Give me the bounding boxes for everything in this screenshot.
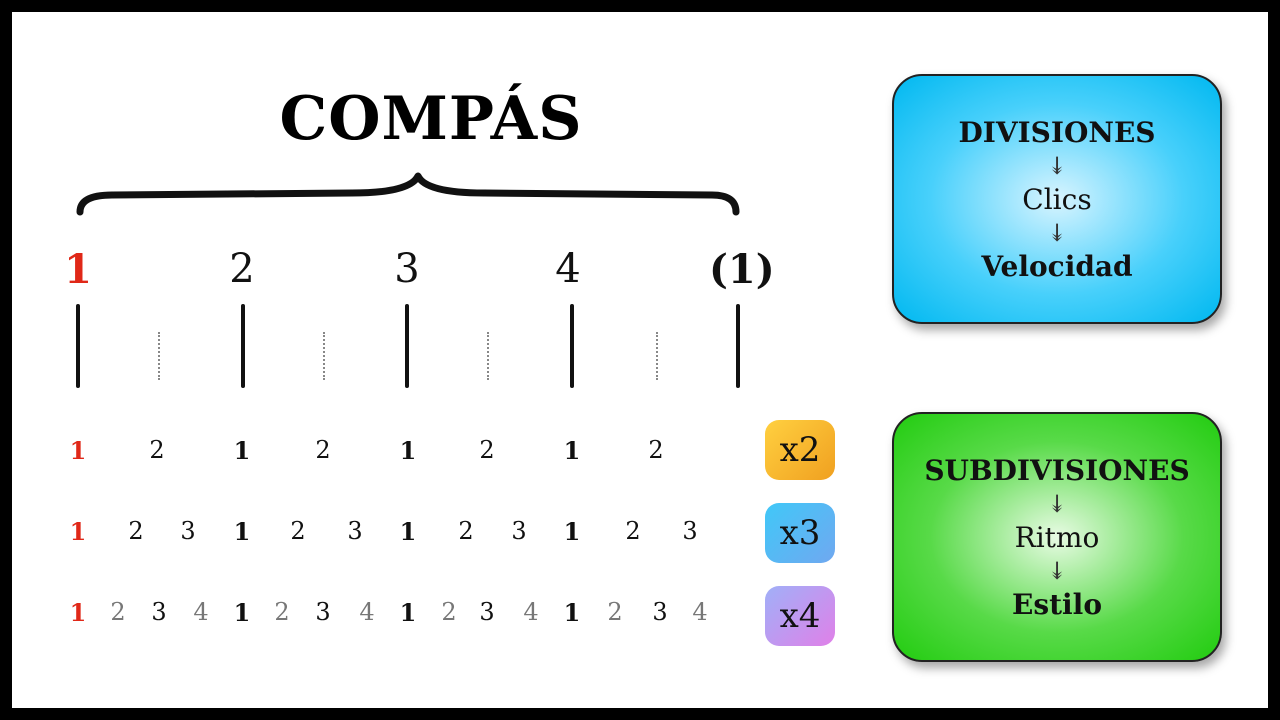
badge-x2: x2 bbox=[765, 420, 835, 480]
subdivision-x4-count: 1 bbox=[399, 598, 417, 627]
subdivisions-footer: Estilo bbox=[1012, 587, 1102, 621]
subdivision-x4-count: 3 bbox=[151, 598, 167, 626]
beat-line bbox=[405, 304, 409, 388]
subdivision-x4-count: 2 bbox=[441, 598, 457, 626]
subdivision-x3-count: 3 bbox=[682, 517, 698, 545]
subdivision-x4-count: 4 bbox=[523, 598, 539, 626]
divisions-heading: DIVISIONES bbox=[958, 115, 1156, 149]
subdivision-x4-count: 1 bbox=[233, 598, 251, 627]
subdivision-x4-count: 2 bbox=[110, 598, 126, 626]
down-arrow-icon: ↡ bbox=[1046, 218, 1068, 247]
subdivision-x2-count: 2 bbox=[479, 436, 495, 464]
beat-label-1: 1 bbox=[64, 246, 92, 293]
measure-brace bbox=[76, 172, 740, 216]
subdivision-x2-count: 2 bbox=[648, 436, 664, 464]
beat-label-4: 4 bbox=[555, 246, 581, 292]
subdivisions-middle: Ritmo bbox=[1014, 520, 1100, 554]
beat-label-2: 2 bbox=[229, 246, 255, 292]
subdivision-x3-count: 3 bbox=[347, 517, 363, 545]
beat-line bbox=[736, 304, 740, 388]
subdivision-x2-count: 1 bbox=[563, 436, 581, 465]
subdivision-x4-count: 3 bbox=[479, 598, 495, 626]
subdivision-x4-count: 4 bbox=[193, 598, 209, 626]
half-beat-dotted-line bbox=[323, 332, 325, 380]
subdivision-x3-count: 2 bbox=[128, 517, 144, 545]
diagram-canvas: COMPÁS 1 2 3 4 (1) 1 2 1 2 1 2 1 2 1 2 3… bbox=[12, 12, 1268, 708]
badge-x3: x3 bbox=[765, 503, 835, 563]
subdivision-x2-count: 1 bbox=[233, 436, 251, 465]
subdivision-x2-count: 2 bbox=[149, 436, 165, 464]
subdivision-x2-count: 1 bbox=[399, 436, 417, 465]
subdivision-x4-count: 2 bbox=[274, 598, 290, 626]
half-beat-dotted-line bbox=[656, 332, 658, 380]
divisions-middle: Clics bbox=[1022, 182, 1092, 216]
beat-label-3: 3 bbox=[394, 246, 420, 292]
subdivision-x4-count: 4 bbox=[692, 598, 708, 626]
subdivision-x4-count: 4 bbox=[359, 598, 375, 626]
subdivision-x4-count: 3 bbox=[315, 598, 331, 626]
subdivision-x3-count: 1 bbox=[69, 517, 87, 546]
beat-line bbox=[76, 304, 80, 388]
half-beat-dotted-line bbox=[158, 332, 160, 380]
subdivision-x2-count: 2 bbox=[315, 436, 331, 464]
subdivision-x3-count: 1 bbox=[563, 517, 581, 546]
down-arrow-icon: ↡ bbox=[1046, 489, 1068, 518]
subdivision-x4-count: 1 bbox=[563, 598, 581, 627]
subdivision-x3-count: 2 bbox=[458, 517, 474, 545]
divisions-footer: Velocidad bbox=[981, 249, 1133, 283]
page-title: COMPÁS bbox=[279, 84, 583, 154]
subdivisions-box: SUBDIVISIONES ↡ Ritmo ↡ Estilo bbox=[892, 412, 1222, 662]
down-arrow-icon: ↡ bbox=[1046, 151, 1068, 180]
subdivision-x3-count: 3 bbox=[511, 517, 527, 545]
down-arrow-icon: ↡ bbox=[1046, 556, 1068, 585]
subdivision-x3-count: 2 bbox=[625, 517, 641, 545]
subdivision-x4-count: 2 bbox=[607, 598, 623, 626]
subdivision-x4-count: 1 bbox=[69, 598, 87, 627]
badge-x4: x4 bbox=[765, 586, 835, 646]
half-beat-dotted-line bbox=[487, 332, 489, 380]
subdivision-x3-count: 2 bbox=[290, 517, 306, 545]
subdivision-x4-count: 3 bbox=[652, 598, 668, 626]
subdivision-x2-count: 1 bbox=[69, 436, 87, 465]
subdivisions-heading: SUBDIVISIONES bbox=[924, 453, 1190, 487]
subdivision-x3-count: 1 bbox=[399, 517, 417, 546]
beat-line bbox=[570, 304, 574, 388]
beat-line bbox=[241, 304, 245, 388]
subdivision-x3-count: 3 bbox=[180, 517, 196, 545]
divisions-box: DIVISIONES ↡ Clics ↡ Velocidad bbox=[892, 74, 1222, 324]
beat-label-next-1: (1) bbox=[709, 246, 775, 293]
subdivision-x3-count: 1 bbox=[233, 517, 251, 546]
